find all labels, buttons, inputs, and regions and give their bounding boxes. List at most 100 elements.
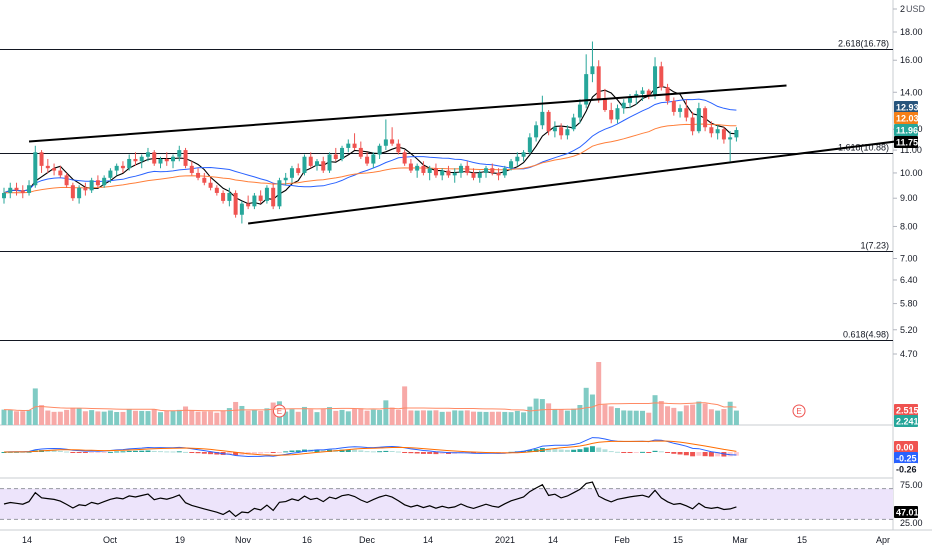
time-tick-label: 2021 xyxy=(495,535,515,545)
candle-body xyxy=(496,172,501,176)
earnings-marker-label: E xyxy=(277,407,282,416)
volume-bar xyxy=(489,411,495,425)
volume-bar xyxy=(126,409,132,425)
candle-body xyxy=(427,168,432,173)
volume-bar xyxy=(690,404,696,425)
volume-bar xyxy=(546,403,552,425)
time-tick-label: 14 xyxy=(423,535,433,545)
macd-bar xyxy=(708,452,714,457)
volume-bar xyxy=(339,409,345,425)
volume-bar xyxy=(452,410,458,425)
candle-body xyxy=(152,152,157,164)
macd-bar xyxy=(571,449,577,452)
macd-line xyxy=(3,437,737,458)
macd-bar xyxy=(114,451,120,453)
volume-bar xyxy=(370,409,376,425)
candle-body xyxy=(164,158,169,162)
macd-bar xyxy=(546,448,552,452)
candle-body xyxy=(333,154,338,159)
volume-bar xyxy=(458,410,464,425)
earnings-marker xyxy=(792,404,806,418)
candle-body xyxy=(515,156,520,162)
volume-bar xyxy=(314,412,320,425)
volume-bar xyxy=(14,411,20,425)
volume-tag-text: 2.241M xyxy=(896,417,926,427)
candle-body xyxy=(252,195,257,207)
volume-bar xyxy=(183,406,189,425)
candle-body xyxy=(615,108,620,120)
volume-bar xyxy=(51,411,57,425)
volume-bar xyxy=(189,410,195,425)
volume-bar xyxy=(721,409,727,425)
volume-bar xyxy=(214,412,220,425)
volume-bar xyxy=(258,410,264,425)
macd-bar xyxy=(527,450,533,452)
candle-body xyxy=(465,165,470,173)
volume-bar xyxy=(539,399,545,425)
candle-body xyxy=(577,104,582,118)
volume-bar xyxy=(201,411,207,425)
macd-bar xyxy=(633,452,639,453)
price-tags: 12.9312.0311.9611.752.515M2.241M0.00-0.2… xyxy=(894,101,926,518)
volume-bar xyxy=(358,408,364,425)
price-tick-label: 9.00 xyxy=(900,193,918,203)
candle-body xyxy=(95,180,100,186)
time-tick-label: 14 xyxy=(22,535,32,545)
volume-bar xyxy=(170,410,176,425)
candle-body xyxy=(509,161,514,169)
volume-bar xyxy=(608,406,614,425)
macd-bar xyxy=(715,452,721,457)
candle-body xyxy=(390,139,395,144)
volume-bar xyxy=(158,412,163,425)
price-tick-label: 16.00 xyxy=(900,55,923,65)
volume-bar xyxy=(114,411,120,425)
candle-body xyxy=(609,110,614,120)
volume-bar xyxy=(577,404,583,425)
volume-bar xyxy=(633,410,639,425)
volume-bar xyxy=(301,406,307,425)
price-tick-label: 10.00 xyxy=(900,168,923,178)
candle-body xyxy=(621,102,626,109)
candle-body xyxy=(484,168,489,173)
volume-bar xyxy=(101,411,107,425)
candle-body xyxy=(308,156,313,166)
candle-body xyxy=(202,177,207,183)
volume-bar xyxy=(64,409,70,425)
volume-bar xyxy=(176,409,182,425)
rsi-tick-label: 25.00 xyxy=(900,518,923,528)
macd-bar xyxy=(627,452,633,453)
volume-bar xyxy=(652,395,658,425)
candle-body xyxy=(458,165,463,173)
candle-body xyxy=(196,172,201,178)
candle-body xyxy=(709,127,714,134)
channel-lower-line xyxy=(248,138,912,225)
candle-body xyxy=(696,108,701,132)
candle-body xyxy=(596,66,601,100)
candle-body xyxy=(433,168,438,176)
macd-bar xyxy=(345,449,351,452)
volume-bar xyxy=(45,410,51,425)
volume-ma-line xyxy=(3,402,737,412)
macd-bar xyxy=(552,448,558,452)
macd-bar xyxy=(358,450,364,452)
volume-bar xyxy=(640,410,646,425)
candle-body xyxy=(114,165,119,171)
candle-body xyxy=(703,108,708,128)
volume-bar xyxy=(20,411,26,425)
macd-bar xyxy=(564,449,570,452)
macd-signal-tag-text: -0.26 xyxy=(896,465,917,475)
volume-bar xyxy=(583,387,589,425)
macd-bar xyxy=(439,452,445,454)
candle-body xyxy=(271,187,276,207)
candle-body xyxy=(158,158,163,164)
volume-bar xyxy=(208,411,214,425)
volume-bar xyxy=(727,401,733,425)
volume-bar xyxy=(289,409,295,425)
macd-bar xyxy=(233,452,239,456)
fib-label: 1.618(10.88) xyxy=(838,143,889,153)
macd-bar xyxy=(176,451,182,453)
price-tag xyxy=(894,101,918,113)
macd-bar xyxy=(414,452,420,454)
